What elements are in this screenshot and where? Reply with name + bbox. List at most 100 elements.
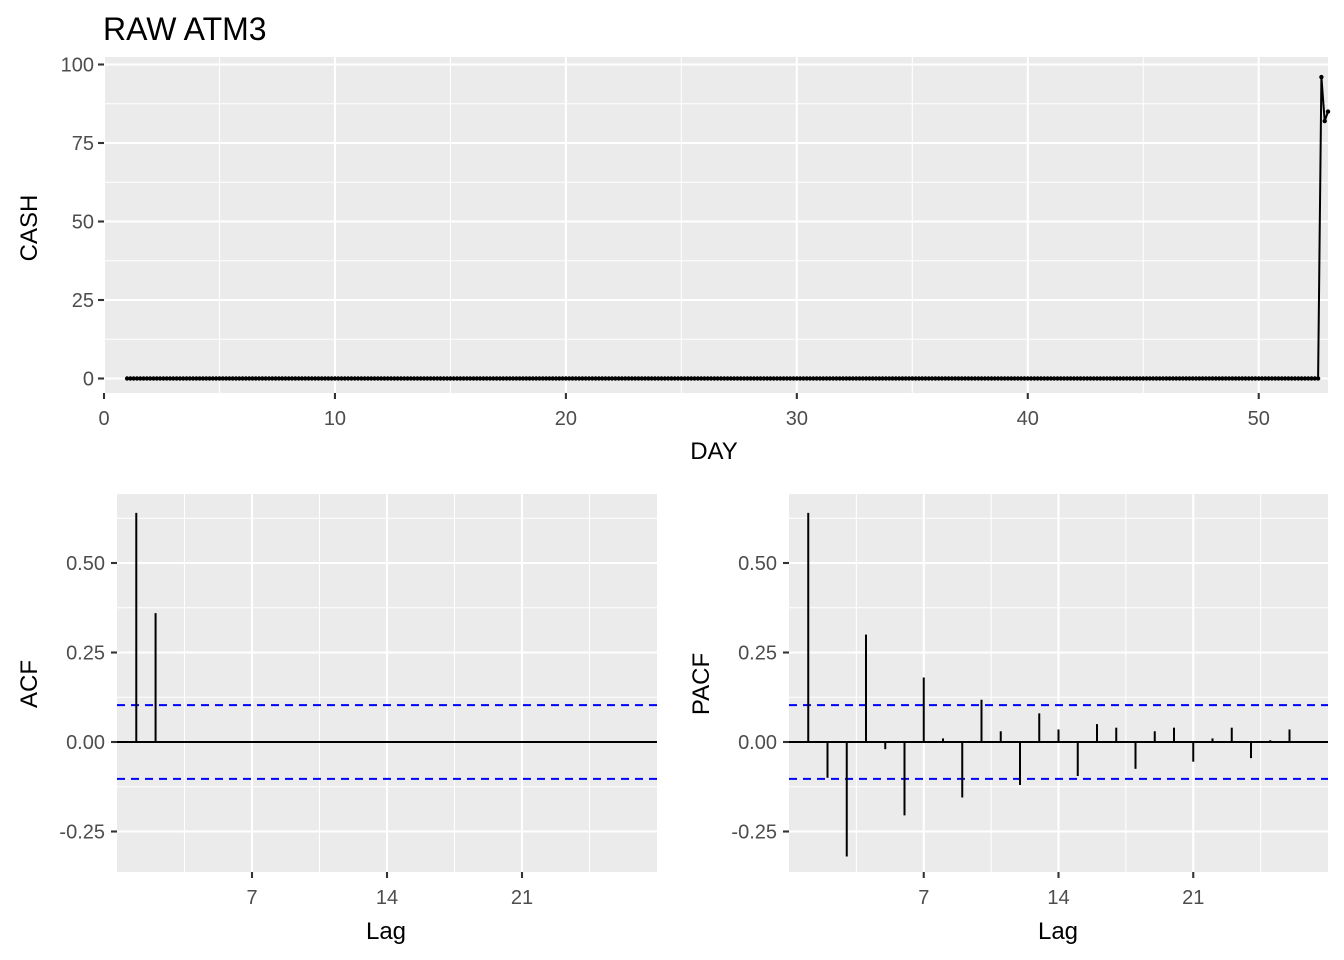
data-point — [197, 376, 202, 381]
data-point — [336, 376, 341, 381]
y-tick-label: 100 — [61, 55, 94, 77]
y-tick-label: 0.00 — [738, 732, 777, 754]
y-tick-label: 0.50 — [66, 553, 105, 575]
data-point — [1088, 376, 1093, 381]
data-point — [1094, 376, 1100, 381]
data-point — [557, 376, 562, 381]
data-point — [1108, 376, 1113, 381]
data-point — [144, 376, 150, 381]
data-point — [788, 376, 793, 381]
acf-y-axis-ticks: -0.25 0.00 0.25 0.50 — [59, 553, 117, 844]
data-point — [1312, 376, 1318, 381]
data-point — [718, 376, 724, 381]
data-point — [1266, 376, 1271, 381]
data-point — [1127, 376, 1133, 381]
y-tick-label: 0.00 — [66, 732, 105, 754]
data-point — [217, 376, 222, 381]
data-point — [1068, 376, 1073, 381]
data-point — [372, 376, 377, 381]
data-point — [926, 376, 931, 381]
data-point — [359, 376, 364, 381]
data-point — [1114, 376, 1120, 381]
data-point — [388, 376, 394, 381]
data-point — [722, 376, 727, 381]
data-point — [1101, 376, 1106, 381]
data-point — [583, 376, 588, 381]
data-point — [844, 376, 849, 381]
data-point — [573, 376, 578, 381]
data-point — [1141, 376, 1146, 381]
data-point — [240, 376, 245, 381]
data-point — [352, 376, 357, 381]
data-point — [972, 376, 978, 381]
data-point — [794, 376, 800, 381]
data-point — [524, 376, 529, 381]
data-point — [910, 376, 915, 381]
pacf-x-axis-title: Lag — [1038, 918, 1078, 945]
data-point — [1282, 376, 1288, 381]
data-point — [725, 376, 730, 381]
data-point — [834, 376, 839, 381]
data-point — [596, 376, 602, 381]
data-point — [913, 376, 918, 381]
data-point — [1071, 376, 1077, 381]
data-point — [880, 376, 885, 381]
x-tick-label: 0 — [98, 408, 109, 430]
data-point — [893, 376, 899, 381]
data-point — [161, 376, 166, 381]
data-point — [1147, 376, 1153, 381]
data-point — [738, 376, 743, 381]
data-point — [362, 376, 367, 381]
data-point — [807, 376, 813, 381]
data-point — [124, 376, 130, 381]
data-point — [906, 376, 912, 381]
data-point — [1117, 376, 1123, 381]
data-point — [896, 376, 902, 381]
data-point — [1296, 376, 1301, 381]
pacf-y-axis-ticks: -0.25 0.00 0.25 0.50 — [731, 553, 789, 844]
y-tick-label: 50 — [72, 212, 94, 234]
data-point — [860, 376, 866, 381]
data-point — [692, 376, 697, 381]
data-point — [1160, 376, 1166, 381]
data-point — [936, 376, 941, 381]
data-point — [1028, 376, 1034, 381]
data-point — [916, 376, 922, 381]
data-point — [1207, 376, 1212, 381]
data-point — [1170, 376, 1176, 381]
top-series-cash — [124, 74, 1331, 381]
data-point — [619, 376, 625, 381]
data-point — [1183, 376, 1189, 381]
data-point — [939, 376, 945, 381]
y-tick-label: 75 — [72, 133, 94, 155]
data-point — [355, 376, 361, 381]
data-point — [1091, 376, 1096, 381]
acf-x-axis-ticks: 7 14 21 — [246, 872, 533, 909]
data-point — [609, 376, 615, 381]
data-point — [827, 376, 833, 381]
data-point — [943, 376, 948, 381]
data-point — [223, 376, 229, 381]
data-point — [989, 376, 994, 381]
data-point — [220, 376, 225, 381]
data-point — [299, 376, 305, 381]
data-point — [580, 376, 585, 381]
data-point — [1009, 376, 1014, 381]
data-point — [174, 376, 179, 381]
data-point — [1286, 376, 1291, 381]
data-point — [656, 376, 661, 381]
data-point — [309, 376, 315, 381]
data-point — [151, 376, 156, 381]
data-point — [293, 376, 298, 381]
data-point — [603, 376, 608, 381]
data-point — [342, 376, 348, 381]
data-point — [256, 376, 262, 381]
data-point — [632, 376, 638, 381]
data-point — [639, 376, 644, 381]
data-point — [1005, 376, 1011, 381]
data-point — [675, 376, 681, 381]
data-point — [461, 376, 466, 381]
data-point — [1249, 376, 1255, 381]
data-point — [1098, 376, 1103, 381]
